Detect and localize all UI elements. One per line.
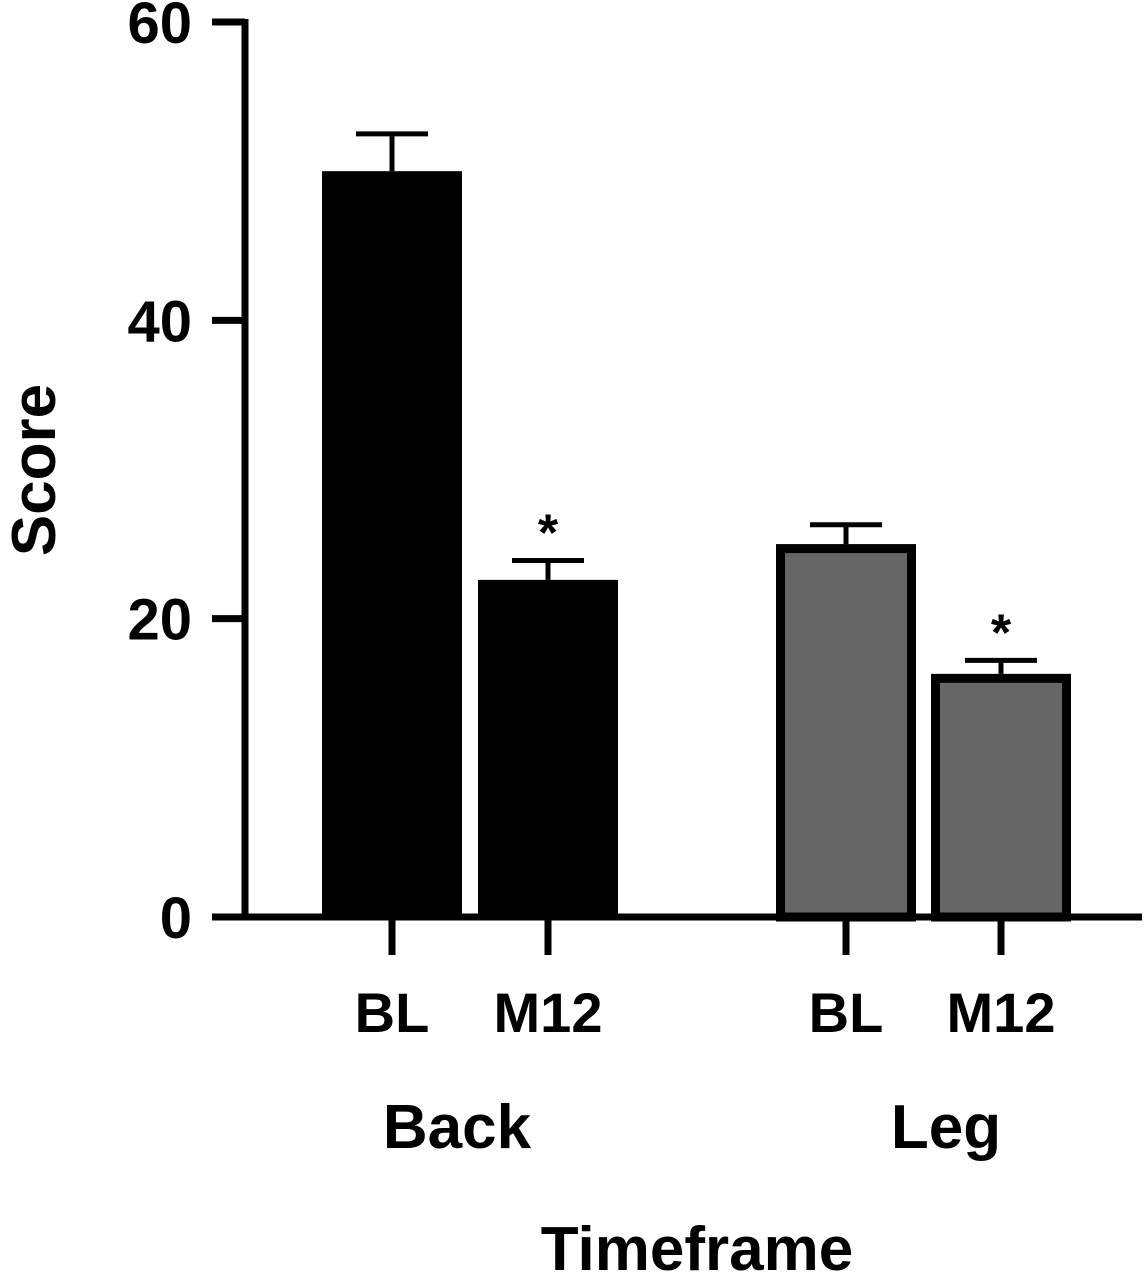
x-tick-label-leg-bl: BL	[809, 981, 884, 1044]
x-axis-title: Timeframe	[541, 1215, 853, 1280]
significance-marker-leg-m12: *	[991, 604, 1012, 662]
bar-leg-m12	[931, 673, 1071, 922]
labels-layer: BL * M12 Back BL * M12 Leg 0 20 40 60	[127, 0, 1055, 1162]
bars-layer	[322, 131, 1071, 922]
y-tick-label-20: 20	[127, 588, 192, 653]
x-tick-label-leg-m12: M12	[947, 981, 1056, 1044]
y-tick-label-40: 40	[127, 289, 192, 354]
x-tick-label-back-m12: M12	[494, 981, 603, 1044]
significance-marker-back-m12: *	[538, 504, 559, 562]
axes-layer	[212, 18, 1142, 955]
y-tick-label-0: 0	[160, 886, 192, 951]
group-label-leg: Leg	[891, 1093, 1001, 1162]
group-label-back: Back	[383, 1093, 532, 1162]
y-tick-label-60: 60	[127, 0, 192, 56]
y-axis-title: Score	[0, 384, 69, 556]
bar-back-bl	[322, 171, 462, 917]
x-tick-label-back-bl: BL	[355, 981, 430, 1044]
bar-leg-bl	[776, 544, 916, 922]
bar-back-m12	[478, 579, 618, 917]
